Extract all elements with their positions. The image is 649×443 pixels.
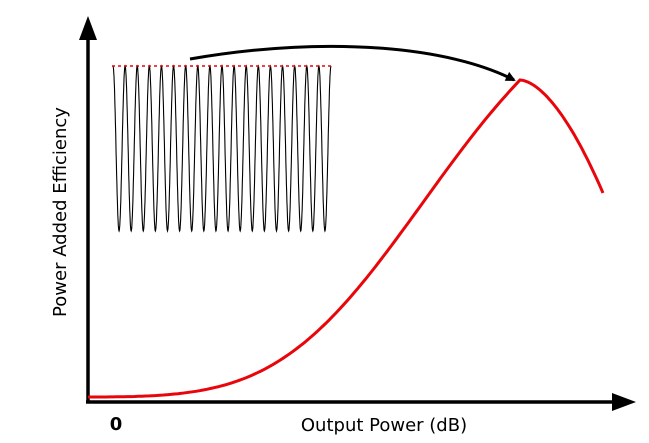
x-axis-arrowhead xyxy=(612,393,636,411)
signal-waveform xyxy=(112,63,332,234)
x-axis-label: Output Power (dB) xyxy=(301,415,467,436)
y-axis-label: Power Added Efficiency xyxy=(50,107,71,317)
shift-arrow xyxy=(189,44,516,82)
origin-label: 0 xyxy=(110,414,123,435)
efficiency-curve xyxy=(88,78,605,399)
y-axis-arrowhead xyxy=(79,16,97,40)
